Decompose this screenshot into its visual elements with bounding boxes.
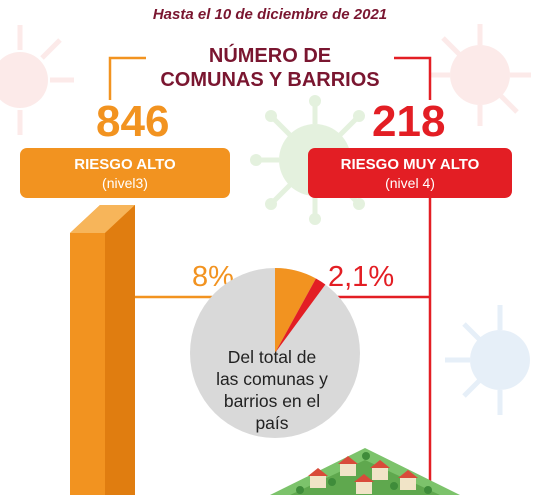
pie-caption-line: Del total de xyxy=(227,347,317,367)
high-risk-box: RIESGO ALTO (nivel3) xyxy=(20,148,230,198)
title-line-2: COMUNAS Y BARRIOS xyxy=(160,69,380,91)
high-risk-column xyxy=(70,205,135,495)
date-note: Hasta el 10 de diciembre de 2021 xyxy=(152,6,388,23)
very-high-risk-percent: 2,1% xyxy=(328,261,395,293)
virus-icon xyxy=(0,25,74,135)
very-high-risk-box: RIESGO MUY ALTO (nivel 4) xyxy=(308,148,512,198)
pie-caption-line: barrios en el xyxy=(223,391,321,411)
pie-caption-line: país xyxy=(255,413,289,433)
pie-caption: Del total de las comunas y barrios en el… xyxy=(192,346,352,434)
title-line-1: NÚMERO DE xyxy=(208,45,332,67)
pie-caption-line: las comunas y xyxy=(216,369,328,389)
very-high-risk-label: RIESGO MUY ALTO xyxy=(340,156,480,173)
high-risk-level: (nivel3) xyxy=(102,175,148,191)
pie-slice-very-high-risk xyxy=(275,278,326,353)
high-risk-count: 846 xyxy=(96,97,170,146)
virus-icon xyxy=(445,305,530,415)
pie-slice-high-risk xyxy=(275,268,316,353)
very-high-risk-count: 218 xyxy=(372,97,446,146)
page-title: NÚMERO DE COMUNAS Y BARRIOS xyxy=(150,44,390,92)
share-pie-chart xyxy=(190,268,360,438)
city-illustration xyxy=(270,448,460,495)
virus-icon xyxy=(429,24,531,126)
very-high-risk-level: (nivel 4) xyxy=(385,175,435,191)
high-risk-label: RIESGO ALTO xyxy=(74,156,176,173)
